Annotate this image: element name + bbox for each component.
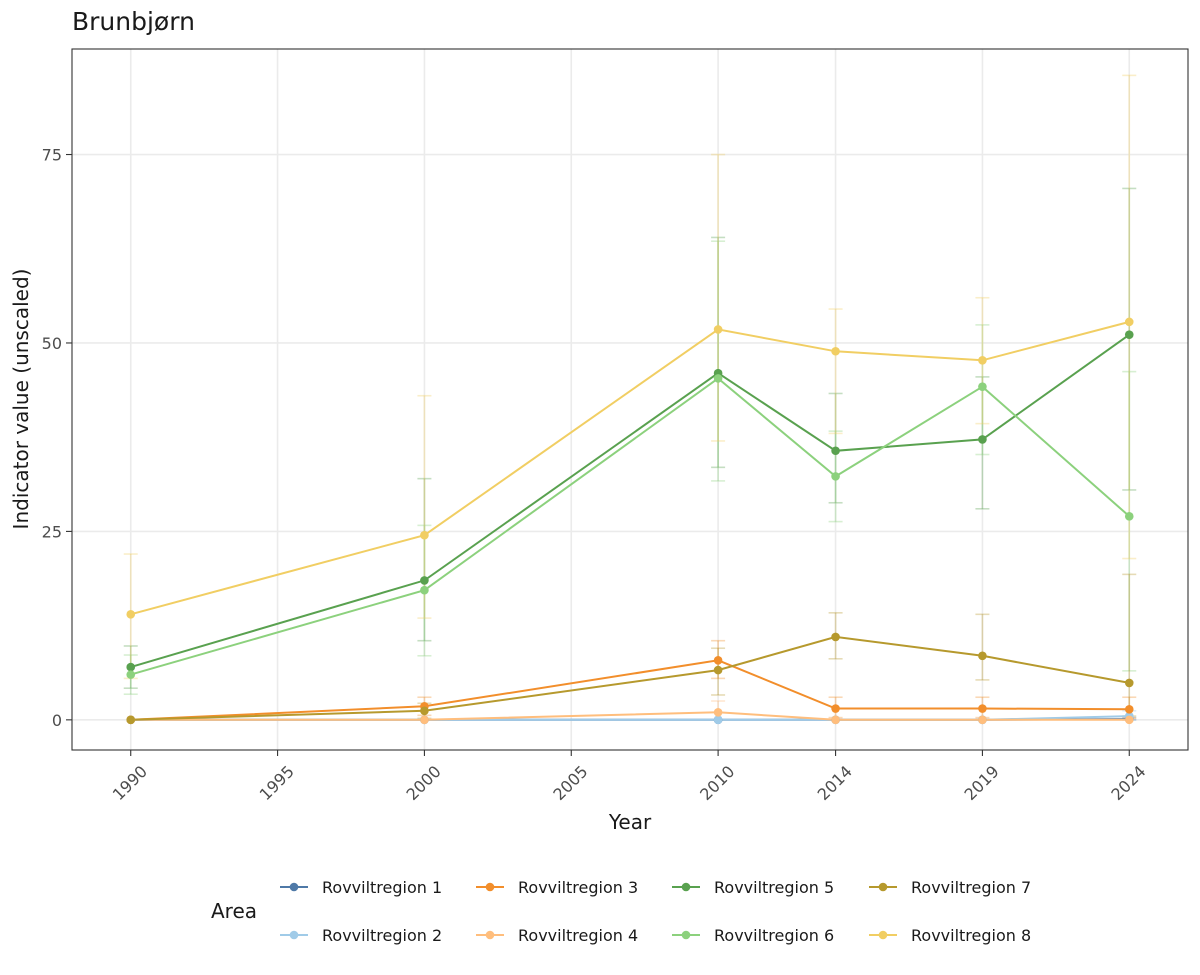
legend-label: Rovviltregion 2	[322, 926, 442, 945]
x-tick-label-4: 2010	[696, 762, 738, 804]
legend-label: Rovviltregion 4	[518, 926, 638, 945]
point-s3-2019	[978, 704, 987, 713]
legend-label: Rovviltregion 8	[911, 926, 1031, 945]
point-s4-2019	[978, 715, 987, 725]
error-bars	[123, 74, 1137, 721]
point-s8-2024	[1124, 317, 1134, 327]
point-s6-2014	[831, 472, 840, 481]
series-line-6	[130, 377, 1130, 676]
point-s8-2000	[420, 530, 429, 540]
point-s6-2024	[1124, 512, 1134, 521]
point-s7-2019	[978, 651, 987, 661]
series-lines	[130, 320, 1130, 721]
point-s3-2014	[831, 704, 840, 713]
legend-item-3: Rovviltregion 3	[476, 878, 638, 897]
plot-panel-border	[71, 48, 1189, 751]
x-axis-title: Year	[608, 810, 652, 834]
legend-label: Rovviltregion 5	[714, 878, 834, 897]
series-line-8	[130, 320, 1130, 616]
legend-key-point	[681, 930, 691, 940]
point-s5-1990	[126, 662, 136, 672]
point-s5-2014	[831, 446, 840, 456]
legend-item-8: Rovviltregion 8	[869, 926, 1031, 945]
x-axis-ticks: 1990 1995 2000 2005 2010 2014 2019 2024	[109, 750, 1150, 804]
point-s5-2024	[1124, 330, 1134, 339]
point-s8-1990	[126, 610, 136, 619]
error-bar-s8-2010	[711, 153, 726, 442]
point-s5-2019	[978, 435, 987, 444]
y-tick-label-3: 75	[42, 146, 62, 165]
legend-title: Area	[211, 899, 257, 923]
series-points	[126, 317, 1134, 725]
point-s6-1990	[126, 670, 136, 679]
x-tick-label-2: 2000	[403, 762, 445, 804]
point-s7-1990	[126, 715, 136, 725]
error-bar-s5-2024	[1122, 187, 1137, 491]
x-tick-label-0: 1990	[109, 762, 151, 804]
legend-item-4: Rovviltregion 4	[476, 926, 638, 945]
y-axis-ticks: 0 25 50 75	[42, 146, 72, 730]
legend-key-point	[485, 882, 495, 892]
point-s8-2010	[713, 325, 723, 334]
legend-key-point	[289, 930, 299, 940]
x-tick-label-7: 2024	[1107, 762, 1149, 804]
error-bar-s7-2024	[1122, 573, 1137, 717]
y-tick-label-1: 25	[42, 522, 62, 541]
series-line-4	[130, 711, 1130, 721]
x-tick-label-3: 2005	[549, 762, 591, 804]
legend-key-point	[878, 882, 888, 892]
point-s4-2024	[1124, 715, 1134, 725]
chart-title: Brunbjørn	[72, 7, 195, 36]
legend-item-7: Rovviltregion 7	[869, 878, 1031, 897]
error-bar-s8-2000	[417, 394, 432, 619]
error-bar-s6-2010	[711, 240, 726, 482]
point-s4-2010	[713, 708, 723, 717]
point-s5-2000	[420, 576, 429, 585]
point-s8-2014	[831, 346, 840, 356]
legend-item-6: Rovviltregion 6	[672, 926, 834, 945]
point-s6-2000	[420, 585, 429, 595]
point-s4-2000	[420, 715, 429, 725]
y-axis-title: Indicator value (unscaled)	[9, 269, 33, 530]
point-s3-2010	[713, 656, 723, 665]
legend-label: Rovviltregion 6	[714, 926, 834, 945]
legend-label: Rovviltregion 7	[911, 878, 1031, 897]
point-s2-2010	[713, 715, 723, 725]
error-bar-s8-2024	[1122, 74, 1137, 560]
point-s7-2024	[1124, 678, 1134, 688]
series-line-5	[130, 333, 1130, 669]
point-s8-2019	[978, 356, 987, 365]
x-tick-label-6: 2019	[961, 762, 1003, 804]
legend-item-2: Rovviltregion 2	[280, 926, 442, 945]
legend-key-point	[485, 930, 495, 940]
legend-item-1: Rovviltregion 1	[280, 878, 442, 897]
point-s6-2019	[978, 382, 987, 391]
error-bar-s5-2010	[711, 236, 726, 469]
legend-label: Rovviltregion 3	[518, 878, 638, 897]
point-s7-2010	[713, 665, 723, 675]
error-bar-s5-2000	[417, 477, 432, 642]
legend-label: Rovviltregion 1	[322, 878, 442, 897]
legend-key-point	[878, 930, 888, 940]
series-line-7	[130, 635, 1130, 721]
point-s7-2000	[420, 706, 429, 716]
point-s6-2010	[713, 374, 723, 383]
legend-key-point	[289, 882, 299, 892]
y-tick-label-0: 0	[52, 711, 62, 730]
legend-item-5: Rovviltregion 5	[672, 878, 834, 897]
point-s7-2014	[831, 632, 840, 642]
point-s3-2024	[1124, 704, 1134, 714]
legend: Area Rovviltregion 1 Rovviltregion 2 Rovvi…	[211, 878, 1031, 945]
x-tick-label-1: 1995	[256, 762, 298, 804]
x-tick-label-5: 2014	[814, 762, 856, 804]
series-line-3	[130, 659, 1130, 721]
grid-lines	[72, 49, 1188, 750]
error-bar-s7-2019	[975, 613, 990, 681]
error-bar-s8-2014	[828, 308, 843, 435]
point-s4-2014	[831, 715, 840, 725]
error-bar-s6-2024	[1122, 370, 1137, 672]
y-tick-label-2: 50	[42, 334, 62, 353]
legend-key-point	[681, 882, 691, 892]
